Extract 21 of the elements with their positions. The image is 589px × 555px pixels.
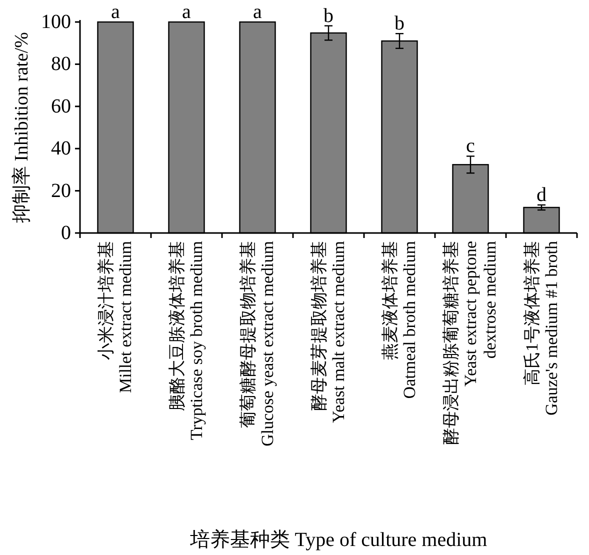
- y-tick-label: 20: [51, 180, 71, 202]
- x-tick-label: 酵母麦芽提取物培养基 Yeast malt extract medium: [309, 241, 348, 423]
- annotation: d: [536, 184, 546, 206]
- x-axis-title: 培养基种类 Type of culture medium: [188, 529, 488, 551]
- annotation: b: [324, 4, 334, 27]
- annotation: a: [182, 1, 192, 23]
- y-tick-label: 100: [41, 11, 71, 33]
- y-tick-label: 80: [51, 53, 71, 76]
- annotation: a: [253, 1, 262, 23]
- x-tick-label: 胰酪大豆胨液体培养基 Trypticase soy broth medium: [167, 241, 206, 440]
- x-tick-label: 葡萄糖酵母提取物培养基 Glucose yeast extract medium: [238, 241, 277, 446]
- annotation: c: [466, 135, 476, 158]
- annotation: a: [111, 1, 120, 23]
- x-tick-label: 小米浸汁培养基 Millet extract medium: [96, 241, 135, 394]
- annotation: b: [394, 12, 404, 35]
- y-tick-label: 40: [51, 138, 71, 160]
- x-tick-label: 酵母浸出粉胨葡萄糖培养基 Yeast extract peptone dextrose medium: [442, 241, 500, 445]
- x-tick-label: 燕麦液体培养基 Oatmeal broth medium: [380, 241, 419, 399]
- y-tick-label: 60: [51, 95, 71, 118]
- y-tick-label: 0: [61, 222, 71, 244]
- y-axis-title: 抑制率 Inhibition rate/%: [10, 32, 32, 224]
